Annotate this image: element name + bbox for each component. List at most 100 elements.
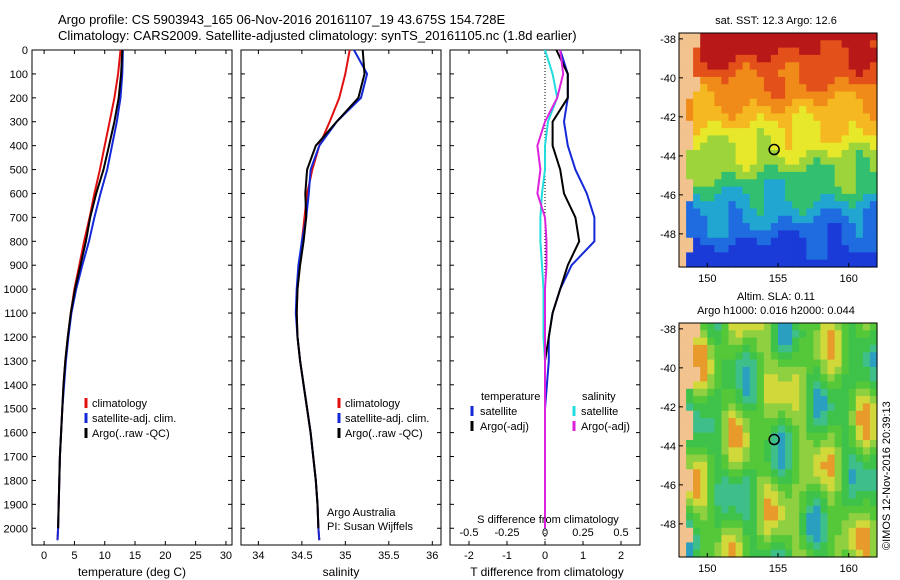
sla-map-cell (799, 403, 807, 412)
sst-map-cell (749, 84, 758, 93)
sst-map-cell (827, 245, 836, 253)
sla-map-cell (714, 513, 723, 521)
sla-map-cell (735, 461, 744, 470)
sla-map-cell (735, 410, 744, 419)
sst-map-cell (735, 157, 744, 166)
sla-map-cell (742, 388, 751, 397)
temperature-ytick-label: 1800 (4, 475, 28, 487)
sla-map-cell (813, 344, 822, 353)
sst-map-cell (855, 62, 864, 71)
sst-map-xtick-label: 155 (769, 273, 787, 285)
sla-map-cell (799, 535, 807, 543)
sla-map-cell (763, 396, 772, 404)
sla-map: 150 155 160-38-40-42-44-46-48 (660, 323, 878, 575)
sla-map-cell (785, 381, 793, 390)
sla-map-cell (728, 498, 737, 507)
sst-map-cell (700, 245, 708, 253)
sla-map-cell (827, 381, 836, 390)
sla-map-cell (778, 359, 786, 368)
sla-map-cell (707, 513, 715, 521)
sla-map-cell (806, 337, 814, 346)
sla-map-cell (693, 549, 701, 558)
sla-map-cell (679, 344, 687, 353)
sst-map-cell (820, 230, 829, 239)
sst-map-cell (714, 230, 723, 239)
sst-map-cell (778, 215, 786, 224)
sla-map-cell (714, 447, 723, 456)
sla-map-cell (700, 403, 708, 412)
sla-map-cell (862, 396, 871, 404)
sst-map-cell (742, 69, 751, 78)
sst-map-cell (806, 106, 814, 114)
sla-map-cell (693, 461, 701, 470)
sla-map-cell (799, 461, 807, 470)
sst-map-cell (700, 54, 708, 63)
sla-map-cell (834, 483, 843, 492)
sla-map-cell (855, 542, 864, 551)
sla-map-cell (841, 388, 850, 397)
sla-map-cell (848, 374, 857, 383)
sst-map-cell (820, 179, 829, 188)
sst-map-cell (735, 33, 744, 41)
sla-map-cell (700, 323, 708, 331)
sla-map-cell (714, 520, 723, 529)
sla-map-cell (834, 352, 843, 361)
sst-map-cell (707, 120, 715, 129)
sla-map-cell (728, 330, 737, 339)
sla-map-cell (763, 535, 772, 543)
sst-map-cell (792, 47, 800, 56)
sst-map-cell (799, 120, 807, 129)
sla-map-cell (770, 374, 779, 383)
sla-map-cell (813, 483, 822, 492)
salinity-xlabel: salinity (323, 565, 360, 579)
sla-map-cell (820, 352, 829, 361)
sla-map-cell (693, 323, 701, 331)
sla-map-cell (869, 359, 878, 368)
sst-map-cell (820, 54, 829, 63)
sst-map-cell (869, 157, 878, 166)
sla-map-cell (778, 344, 786, 353)
sst-map-ytick-label: -46 (660, 190, 676, 202)
sst-map-cell (820, 120, 829, 129)
sla-map-cell (735, 374, 744, 383)
sst-map-cell (855, 157, 864, 166)
sst-map-cell (848, 201, 857, 210)
sst-map-cell (714, 164, 723, 173)
sla-map-cell (742, 549, 751, 558)
sla-map-cell (834, 344, 843, 353)
sla-map-cell (763, 498, 772, 507)
sla-map-cell (813, 323, 822, 331)
sst-map-cell (855, 69, 864, 78)
sst-map-cell (721, 237, 730, 246)
temperature-ytick-label: 1500 (4, 404, 28, 416)
sla-map-cell (686, 381, 694, 390)
sla-map-cell (848, 323, 857, 331)
sst-map-cell (686, 69, 694, 78)
sst-map-cell (827, 84, 836, 93)
sla-map-cell (714, 337, 723, 346)
sst-map-cell (742, 91, 751, 100)
sst-map-cell (799, 186, 807, 195)
sst-map-cell (862, 259, 871, 268)
sla-map-cell (862, 447, 871, 456)
sst-map-cell (799, 40, 807, 49)
sst-map-cell (813, 106, 822, 114)
sla-map-cell (813, 396, 822, 404)
sst-map-cell (686, 33, 694, 41)
sst-map-cell (862, 171, 871, 180)
sst-map-cell (714, 135, 723, 144)
sst-map-cell (707, 179, 715, 188)
sst-map-cell (735, 106, 744, 114)
sla-map-cell (679, 425, 687, 434)
sst-map-cell (855, 230, 864, 239)
sst-map-cell (869, 171, 878, 180)
sst-map-cell (792, 215, 800, 224)
sst-map-cell (770, 230, 779, 239)
sst-map-cell (742, 208, 751, 217)
sst-map-cell (820, 223, 829, 231)
sla-map-cell (862, 476, 871, 485)
sst-map-cell (728, 215, 737, 224)
sst-map-cell (770, 40, 779, 49)
sla-map-cell (770, 330, 779, 339)
sst-map-cell (728, 84, 737, 93)
